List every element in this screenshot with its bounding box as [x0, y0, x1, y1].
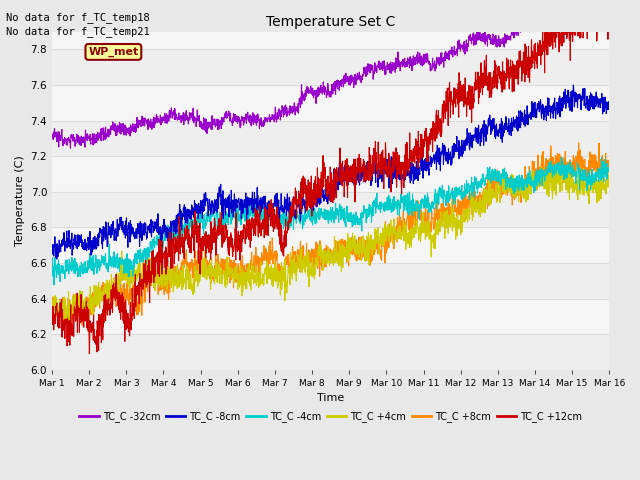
Title: Temperature Set C: Temperature Set C [266, 15, 396, 29]
Text: No data for f_TC_temp21: No data for f_TC_temp21 [6, 26, 150, 37]
Legend: TC_C -32cm, TC_C -8cm, TC_C -4cm, TC_C +4cm, TC_C +8cm, TC_C +12cm: TC_C -32cm, TC_C -8cm, TC_C -4cm, TC_C +… [76, 407, 586, 426]
Bar [52, 120, 609, 156]
Bar [52, 192, 609, 228]
Text: WP_met: WP_met [88, 47, 138, 57]
Bar [52, 49, 609, 85]
Bar [52, 334, 609, 370]
Y-axis label: Temperature (C): Temperature (C) [15, 155, 25, 246]
X-axis label: Time: Time [317, 393, 344, 403]
Bar [52, 263, 609, 299]
Text: No data for f_TC_temp18: No data for f_TC_temp18 [6, 12, 150, 23]
